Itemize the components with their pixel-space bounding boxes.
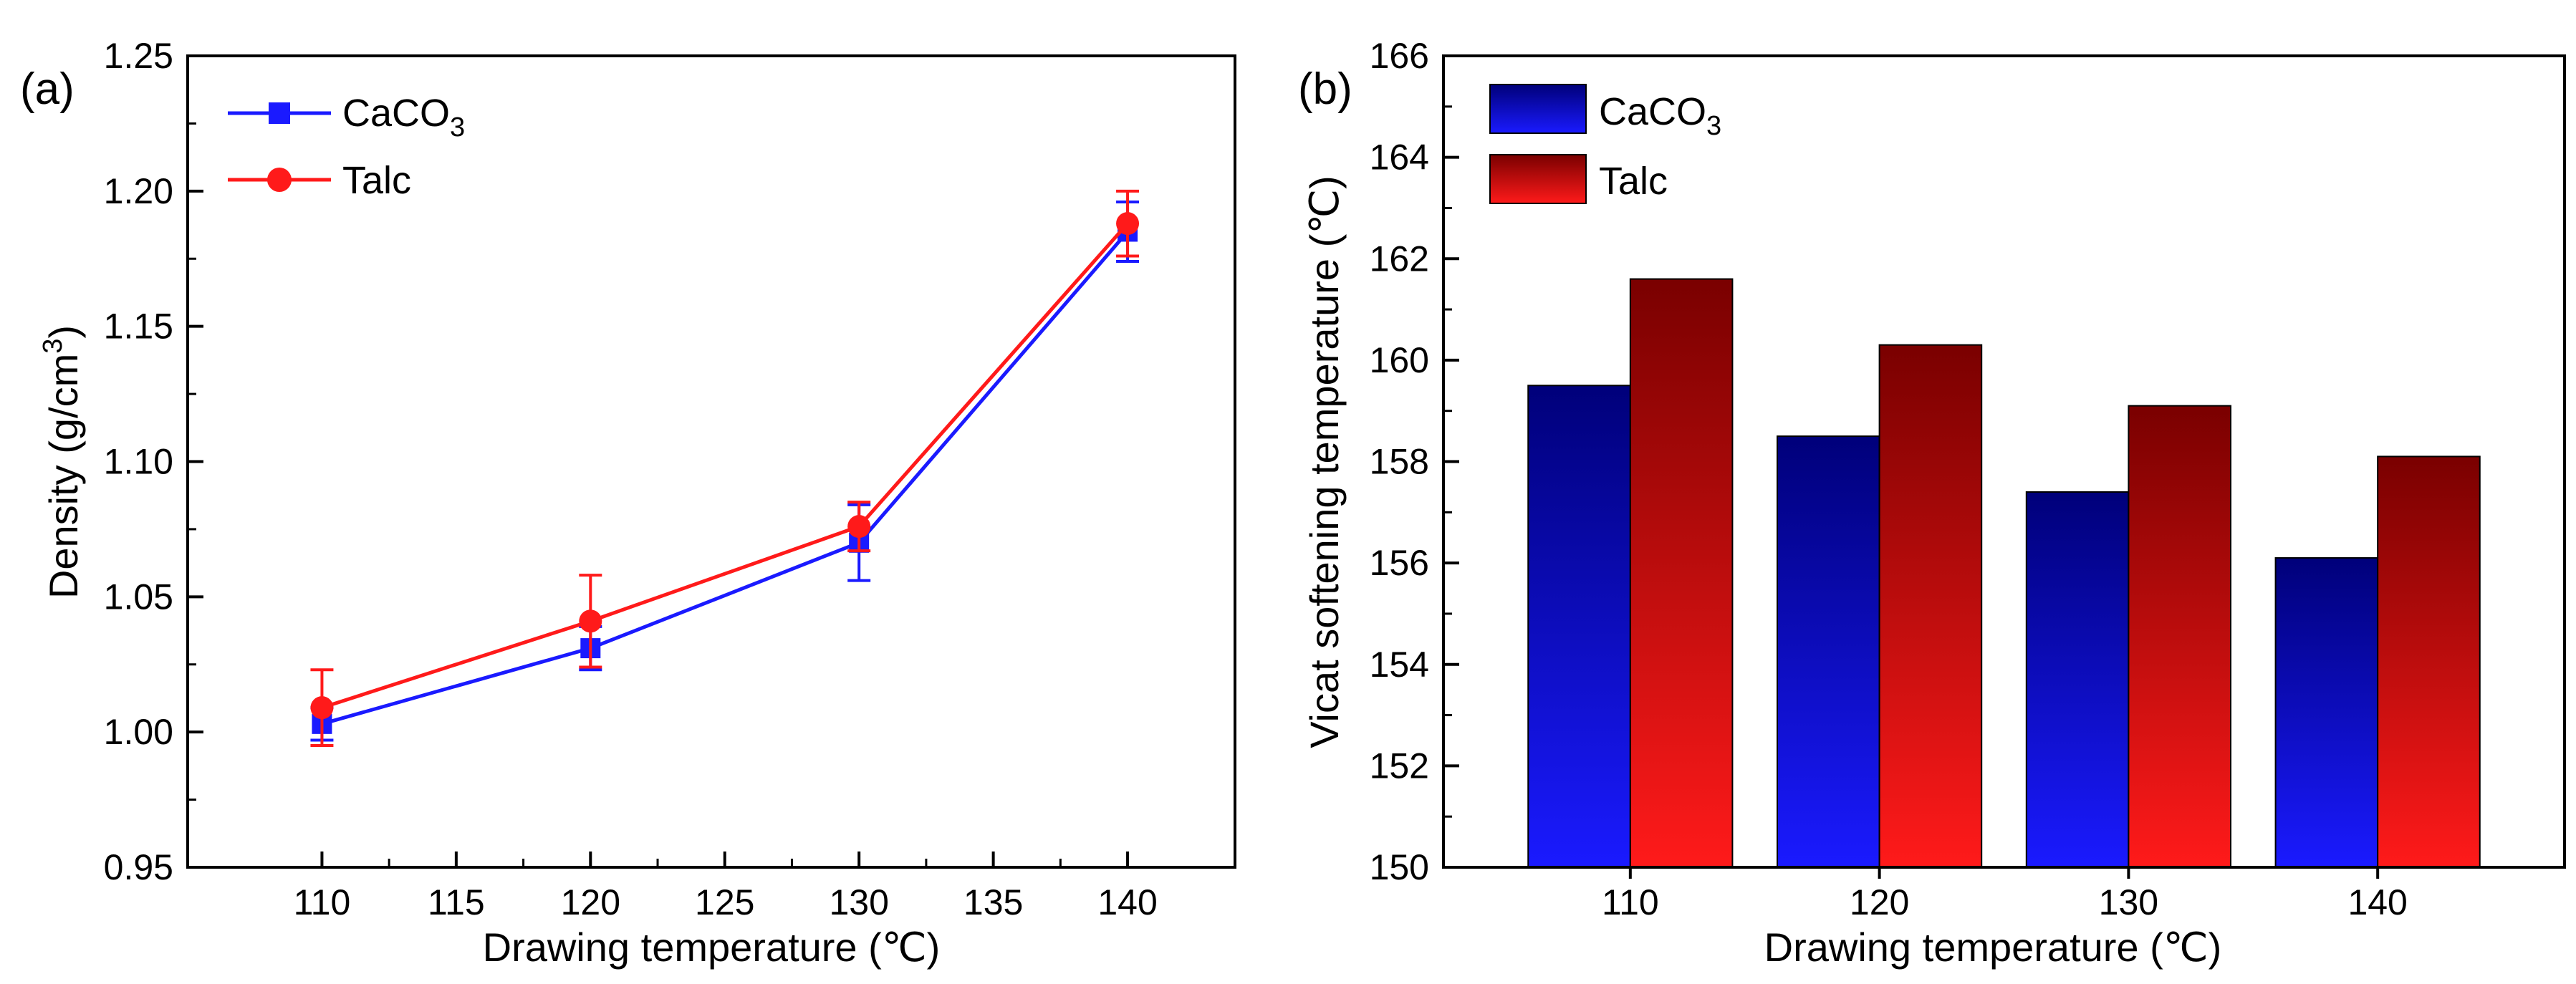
- panel-b-y-tick-label: 154: [1370, 645, 1429, 685]
- legend-b-caco3-swatch: [1489, 84, 1587, 134]
- legend-a-caco3-marker: [269, 102, 290, 124]
- panel-b-y-tick-label: 150: [1370, 847, 1429, 887]
- panel-b-bars: [1527, 278, 2481, 869]
- panel-a-frame: [186, 54, 1236, 869]
- legend-b-talc[interactable]: Talc: [1489, 154, 1668, 204]
- legend-a-caco3[interactable]: CaCO3: [228, 92, 465, 143]
- panel-a-x-tick-label: 140: [1097, 882, 1157, 922]
- data-point-talc[interactable]: [579, 609, 602, 633]
- data-point-talc[interactable]: [310, 696, 334, 720]
- panel-a-label: (a): [20, 64, 75, 114]
- bar-talc-140[interactable]: [2377, 455, 2481, 868]
- panel-a-y-tick-label: 0.95: [104, 847, 173, 887]
- panel-a-x-tick-label: 135: [963, 882, 1023, 922]
- panel-b-x-tick-label: 140: [2347, 882, 2407, 922]
- data-point-talc[interactable]: [847, 515, 871, 539]
- panel-a-x-tick-label: 125: [695, 882, 754, 922]
- panel-b-y-axis: 150 152 154 156 158 160 162 164 166: [1370, 36, 1459, 887]
- series-line-caco3: [321, 230, 1129, 726]
- panel-a-x-axis: 110 115 120 125 130 135 140: [294, 852, 1158, 922]
- legend-a-talc[interactable]: Talc: [228, 159, 411, 202]
- panel-a-density-chart: (a) 0.951.001.051.101.151.201.25 110 115 1…: [20, 36, 1236, 970]
- panel-b-vicat-chart: (b) 150 152 154 156 158 160 162 164 166 110 120 13…: [1298, 36, 2566, 970]
- bar-caco3-140[interactable]: [2274, 557, 2379, 868]
- panel-b-frame: [1442, 54, 2566, 869]
- panel-a-legend: CaCO3 Talc: [228, 92, 465, 202]
- legend-b-talc-swatch: [1489, 154, 1587, 204]
- panel-b-x-axis-title: Drawing temperature (℃): [1764, 925, 2222, 970]
- panel-a-y-tick-label: 1.20: [104, 171, 173, 211]
- data-point-talc[interactable]: [1116, 212, 1140, 236]
- panel-b-y-tick-label: 164: [1370, 138, 1429, 178]
- legend-a-talc-label: Talc: [342, 159, 411, 202]
- bar-talc-130[interactable]: [2128, 405, 2231, 868]
- bar-talc-110[interactable]: [1629, 278, 1734, 868]
- legend-b-caco3[interactable]: CaCO3: [1489, 84, 1721, 141]
- series-line-talc: [321, 222, 1129, 710]
- bar-caco3-120[interactable]: [1777, 435, 1880, 868]
- panel-a-y-tick-label: 1.05: [104, 577, 173, 617]
- panel-a-y-axis: 0.95 1.00 1.05 1.10 1.15 1.20 1.25: [104, 36, 203, 887]
- panel-a-y-tick-label: 1.15: [104, 307, 173, 347]
- panel-b-legend: CaCO3 Talc: [1489, 84, 1721, 204]
- legend-b-talc-label: Talc: [1599, 160, 1668, 203]
- bar-talc-120[interactable]: [1878, 344, 1983, 869]
- panel-b-y-tick-label: 166: [1370, 36, 1429, 76]
- legend-a-caco3-label: CaCO3: [342, 92, 465, 143]
- legend-b-caco3-label: CaCO3: [1599, 90, 1721, 141]
- panel-b-label: (b): [1298, 64, 1352, 114]
- panel-b-x-tick-label: 110: [1602, 882, 1659, 922]
- panel-a-x-tick-label: 120: [561, 882, 620, 922]
- panel-a-x-tick-label: 130: [829, 882, 888, 922]
- panel-b-y-tick-label: 152: [1370, 746, 1429, 786]
- panel-a-y-axis-title: Density (g/cm3): [38, 325, 86, 599]
- bar-caco3-130[interactable]: [2025, 491, 2130, 868]
- panel-b-x-tick-label: 130: [2099, 882, 2158, 922]
- panel-b-y-tick-label: 162: [1370, 238, 1429, 279]
- panel-a-plot-area: [310, 189, 1140, 748]
- panel-b-y-tick-label: 156: [1370, 543, 1429, 583]
- panel-b-x-axis: 110 120 130 140: [1602, 867, 2408, 922]
- legend-a-talc-marker: [267, 168, 292, 192]
- panel-a-y-tick-label: 1.25: [104, 36, 173, 76]
- panel-a-y-tick-label: 1.00: [104, 712, 173, 752]
- panel-a-x-tick-label: 115: [428, 882, 485, 922]
- panel-b-y-tick-label: 160: [1370, 340, 1429, 380]
- panel-b-y-tick-label: 158: [1370, 442, 1429, 482]
- panel-a-y-tick-label: 1.10: [104, 442, 173, 482]
- panel-a-x-tick-label: 110: [294, 882, 351, 922]
- panel-a-x-axis-title: Drawing temperature (℃): [483, 925, 941, 970]
- bar-caco3-110[interactable]: [1527, 385, 1631, 868]
- panel-b-x-tick-label: 120: [1850, 882, 1909, 922]
- panel-b-y-axis-title: Vicat softening temperature (℃): [1302, 175, 1347, 748]
